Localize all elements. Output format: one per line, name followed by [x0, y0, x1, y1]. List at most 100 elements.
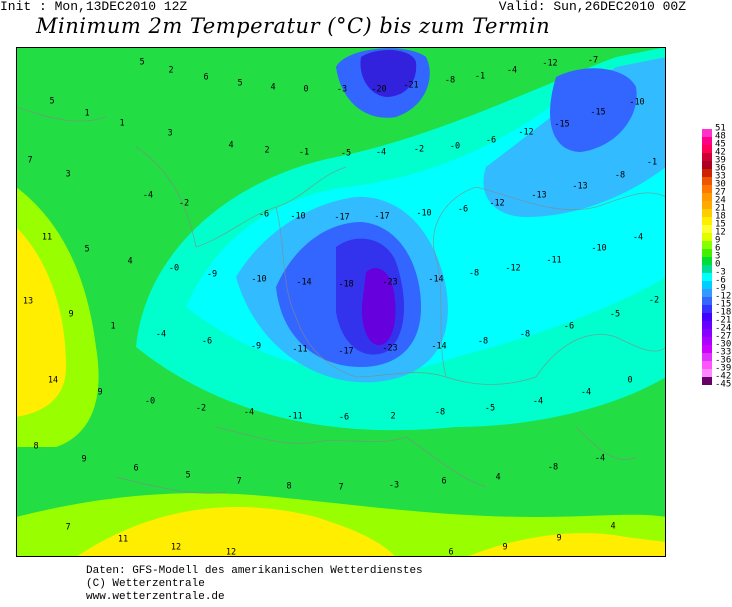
- map-value-label: -13: [572, 181, 588, 192]
- legend-label: 51: [715, 123, 726, 134]
- legend-label: -12: [715, 291, 732, 302]
- legend-label: 39: [715, 155, 726, 166]
- map-frame: [16, 47, 666, 557]
- legend-label: 36: [715, 163, 726, 174]
- legend-label: 21: [715, 203, 726, 214]
- legend-swatch: [702, 337, 712, 345]
- legend-label: -18: [715, 307, 732, 318]
- map-value-label: 4: [495, 472, 501, 483]
- map-value-label: -1: [646, 157, 658, 168]
- map-value-label: -14: [431, 341, 447, 352]
- legend-swatch: [702, 281, 712, 289]
- map-value-label: -2: [413, 144, 425, 155]
- map-value-label: 8: [286, 481, 292, 492]
- map-value-label: -4: [580, 387, 592, 398]
- legend-swatch: [702, 273, 712, 281]
- legend-swatch: [702, 305, 712, 313]
- legend-label: 0: [715, 259, 721, 270]
- map-value-label: 9: [502, 542, 508, 553]
- map-value-label: 7: [65, 522, 71, 533]
- map-value-label: -18: [338, 279, 354, 290]
- map-value-label: 4: [270, 82, 276, 93]
- map-value-label: -10: [290, 211, 306, 222]
- map-value-label: -10: [251, 274, 267, 285]
- map-value-label: 6: [441, 476, 447, 487]
- field-east-cold: [550, 68, 637, 152]
- map-value-label: -8: [519, 329, 531, 340]
- map-value-label: 9: [97, 387, 103, 398]
- map-value-label: 2: [390, 411, 396, 422]
- map-value-label: -6: [457, 204, 469, 215]
- legend-swatch: [702, 289, 712, 297]
- legend-swatch: [702, 161, 712, 169]
- map-value-label: 4: [228, 140, 234, 151]
- map-value-label: -8: [614, 170, 626, 181]
- map-value-label: -0: [449, 141, 461, 152]
- legend-label: -39: [715, 363, 732, 374]
- map-value-label: 11: [41, 232, 53, 243]
- map-value-label: -4: [243, 407, 255, 418]
- map-value-label: 0: [627, 375, 633, 386]
- map-title: Minimum 2m Temperatur (°C) bis zum Termi…: [36, 14, 551, 38]
- legend-swatch: [702, 185, 712, 193]
- map-value-label: -8: [444, 75, 456, 86]
- map-value-label: 7: [236, 476, 242, 487]
- map-value-label: -17: [334, 212, 350, 223]
- map-value-label: 0: [303, 84, 309, 95]
- legend-label: -33: [715, 347, 732, 358]
- map-value-label: -12: [542, 58, 558, 69]
- map-value-label: -4: [375, 147, 387, 158]
- map-value-label: 5: [49, 96, 55, 107]
- legend-label: 30: [715, 179, 726, 190]
- legend-label: -6: [715, 275, 726, 286]
- field-hot-south: [76, 506, 396, 557]
- map-value-label: 11: [117, 534, 129, 545]
- legend-label: 15: [715, 219, 726, 230]
- map-value-label: -4: [506, 65, 518, 76]
- legend-label: -24: [715, 323, 732, 334]
- map-value-label: 6: [133, 463, 139, 474]
- legend-swatch: [702, 369, 712, 377]
- map-value-label: -21: [403, 80, 419, 91]
- legend-label: -15: [715, 299, 732, 310]
- field-north-frigid: [360, 50, 417, 97]
- map-value-label: 7: [27, 155, 33, 166]
- map-value-label: -8: [477, 336, 489, 347]
- map-value-label: -11: [546, 255, 562, 266]
- legend-swatch: [702, 353, 712, 361]
- map-value-label: -11: [287, 411, 303, 422]
- map-value-label: -9: [206, 269, 218, 280]
- legend-swatch: [702, 377, 712, 385]
- map-value-label: 5: [237, 78, 243, 89]
- field-hot-west: [16, 227, 66, 417]
- legend-label: 6: [715, 243, 721, 254]
- credits-copyright: (C) Wetterzentrale: [86, 578, 205, 590]
- legend-label: 45: [715, 139, 726, 150]
- legend-swatch: [702, 209, 712, 217]
- temperature-map: 5 2 6 5 4 0 -3 -20 -21 -8 -1 -4 -12 -7 5 1 -10 -15 -15 1 -12…: [16, 47, 666, 557]
- map-value-label: -8: [547, 462, 559, 473]
- legend-swatch: [702, 249, 712, 257]
- field-extreme: [361, 268, 396, 346]
- country-borders: [16, 106, 666, 494]
- field-hot-southeast: [466, 533, 666, 557]
- map-value-label: 4: [127, 256, 133, 267]
- map-value-label: -17: [374, 211, 390, 222]
- legend-swatch: [702, 225, 712, 233]
- legend-swatch: [702, 169, 712, 177]
- map-value-label: -5: [340, 148, 352, 159]
- map-value-label: -2: [178, 198, 190, 209]
- legend-swatch: [702, 313, 712, 321]
- map-value-label: -0: [168, 263, 180, 274]
- legend-label: 3: [715, 251, 721, 262]
- map-value-label: -4: [632, 232, 644, 243]
- map-value-label: 5: [84, 244, 90, 255]
- legend-label: -45: [715, 379, 732, 390]
- map-value-label: -10: [591, 243, 607, 254]
- map-value-label: 2: [168, 65, 174, 76]
- map-value-label: 5: [185, 470, 191, 481]
- credits: Daten: GFS-Modell des amerikanischen Wet…: [86, 565, 423, 604]
- map-value-label: -1: [298, 147, 310, 158]
- map-value-label: -2: [195, 403, 207, 414]
- map-value-label: -0: [144, 396, 156, 407]
